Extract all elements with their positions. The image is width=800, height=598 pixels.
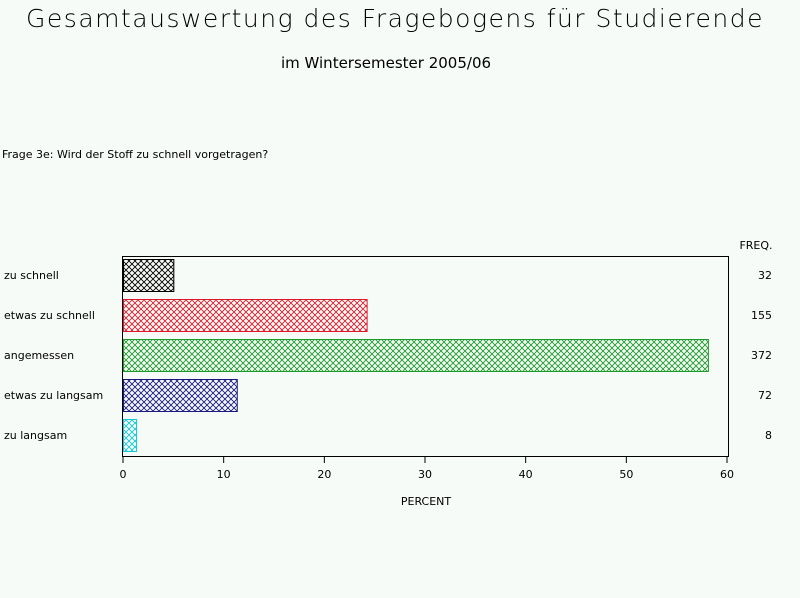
category-label: zu schnell: [4, 269, 59, 282]
category-label: angemessen: [4, 349, 74, 362]
x-tick-label: 30: [418, 468, 432, 481]
freq-value: 72: [758, 389, 772, 402]
bar: [123, 419, 138, 452]
chart-title: Gesamtauswertung des Fragebogens für Stu…: [26, 4, 764, 33]
freq-value: 8: [765, 429, 772, 442]
freq-value: 155: [751, 309, 772, 322]
bar: [123, 259, 175, 292]
bar: [123, 379, 238, 412]
x-tick-label: 60: [720, 468, 734, 481]
category-label: zu langsam: [4, 429, 67, 442]
x-tick-label: 20: [317, 468, 331, 481]
freq-header: FREQ.: [739, 239, 772, 252]
question-text: Frage 3e: Wird der Stoff zu schnell vorg…: [2, 148, 269, 161]
x-tick-label: 50: [619, 468, 633, 481]
freq-value: 372: [751, 349, 772, 362]
bar: [123, 299, 368, 332]
category-label: etwas zu langsam: [4, 389, 103, 402]
freq-value: 32: [758, 269, 772, 282]
x-tick-label: 10: [217, 468, 231, 481]
x-tick-label: 40: [519, 468, 533, 481]
x-axis-label: PERCENT: [401, 495, 452, 508]
chart-subtitle: im Wintersemester 2005/06: [280, 54, 492, 72]
bar: [123, 339, 709, 372]
category-label: etwas zu schnell: [4, 309, 95, 322]
x-tick-label: 0: [120, 468, 127, 481]
